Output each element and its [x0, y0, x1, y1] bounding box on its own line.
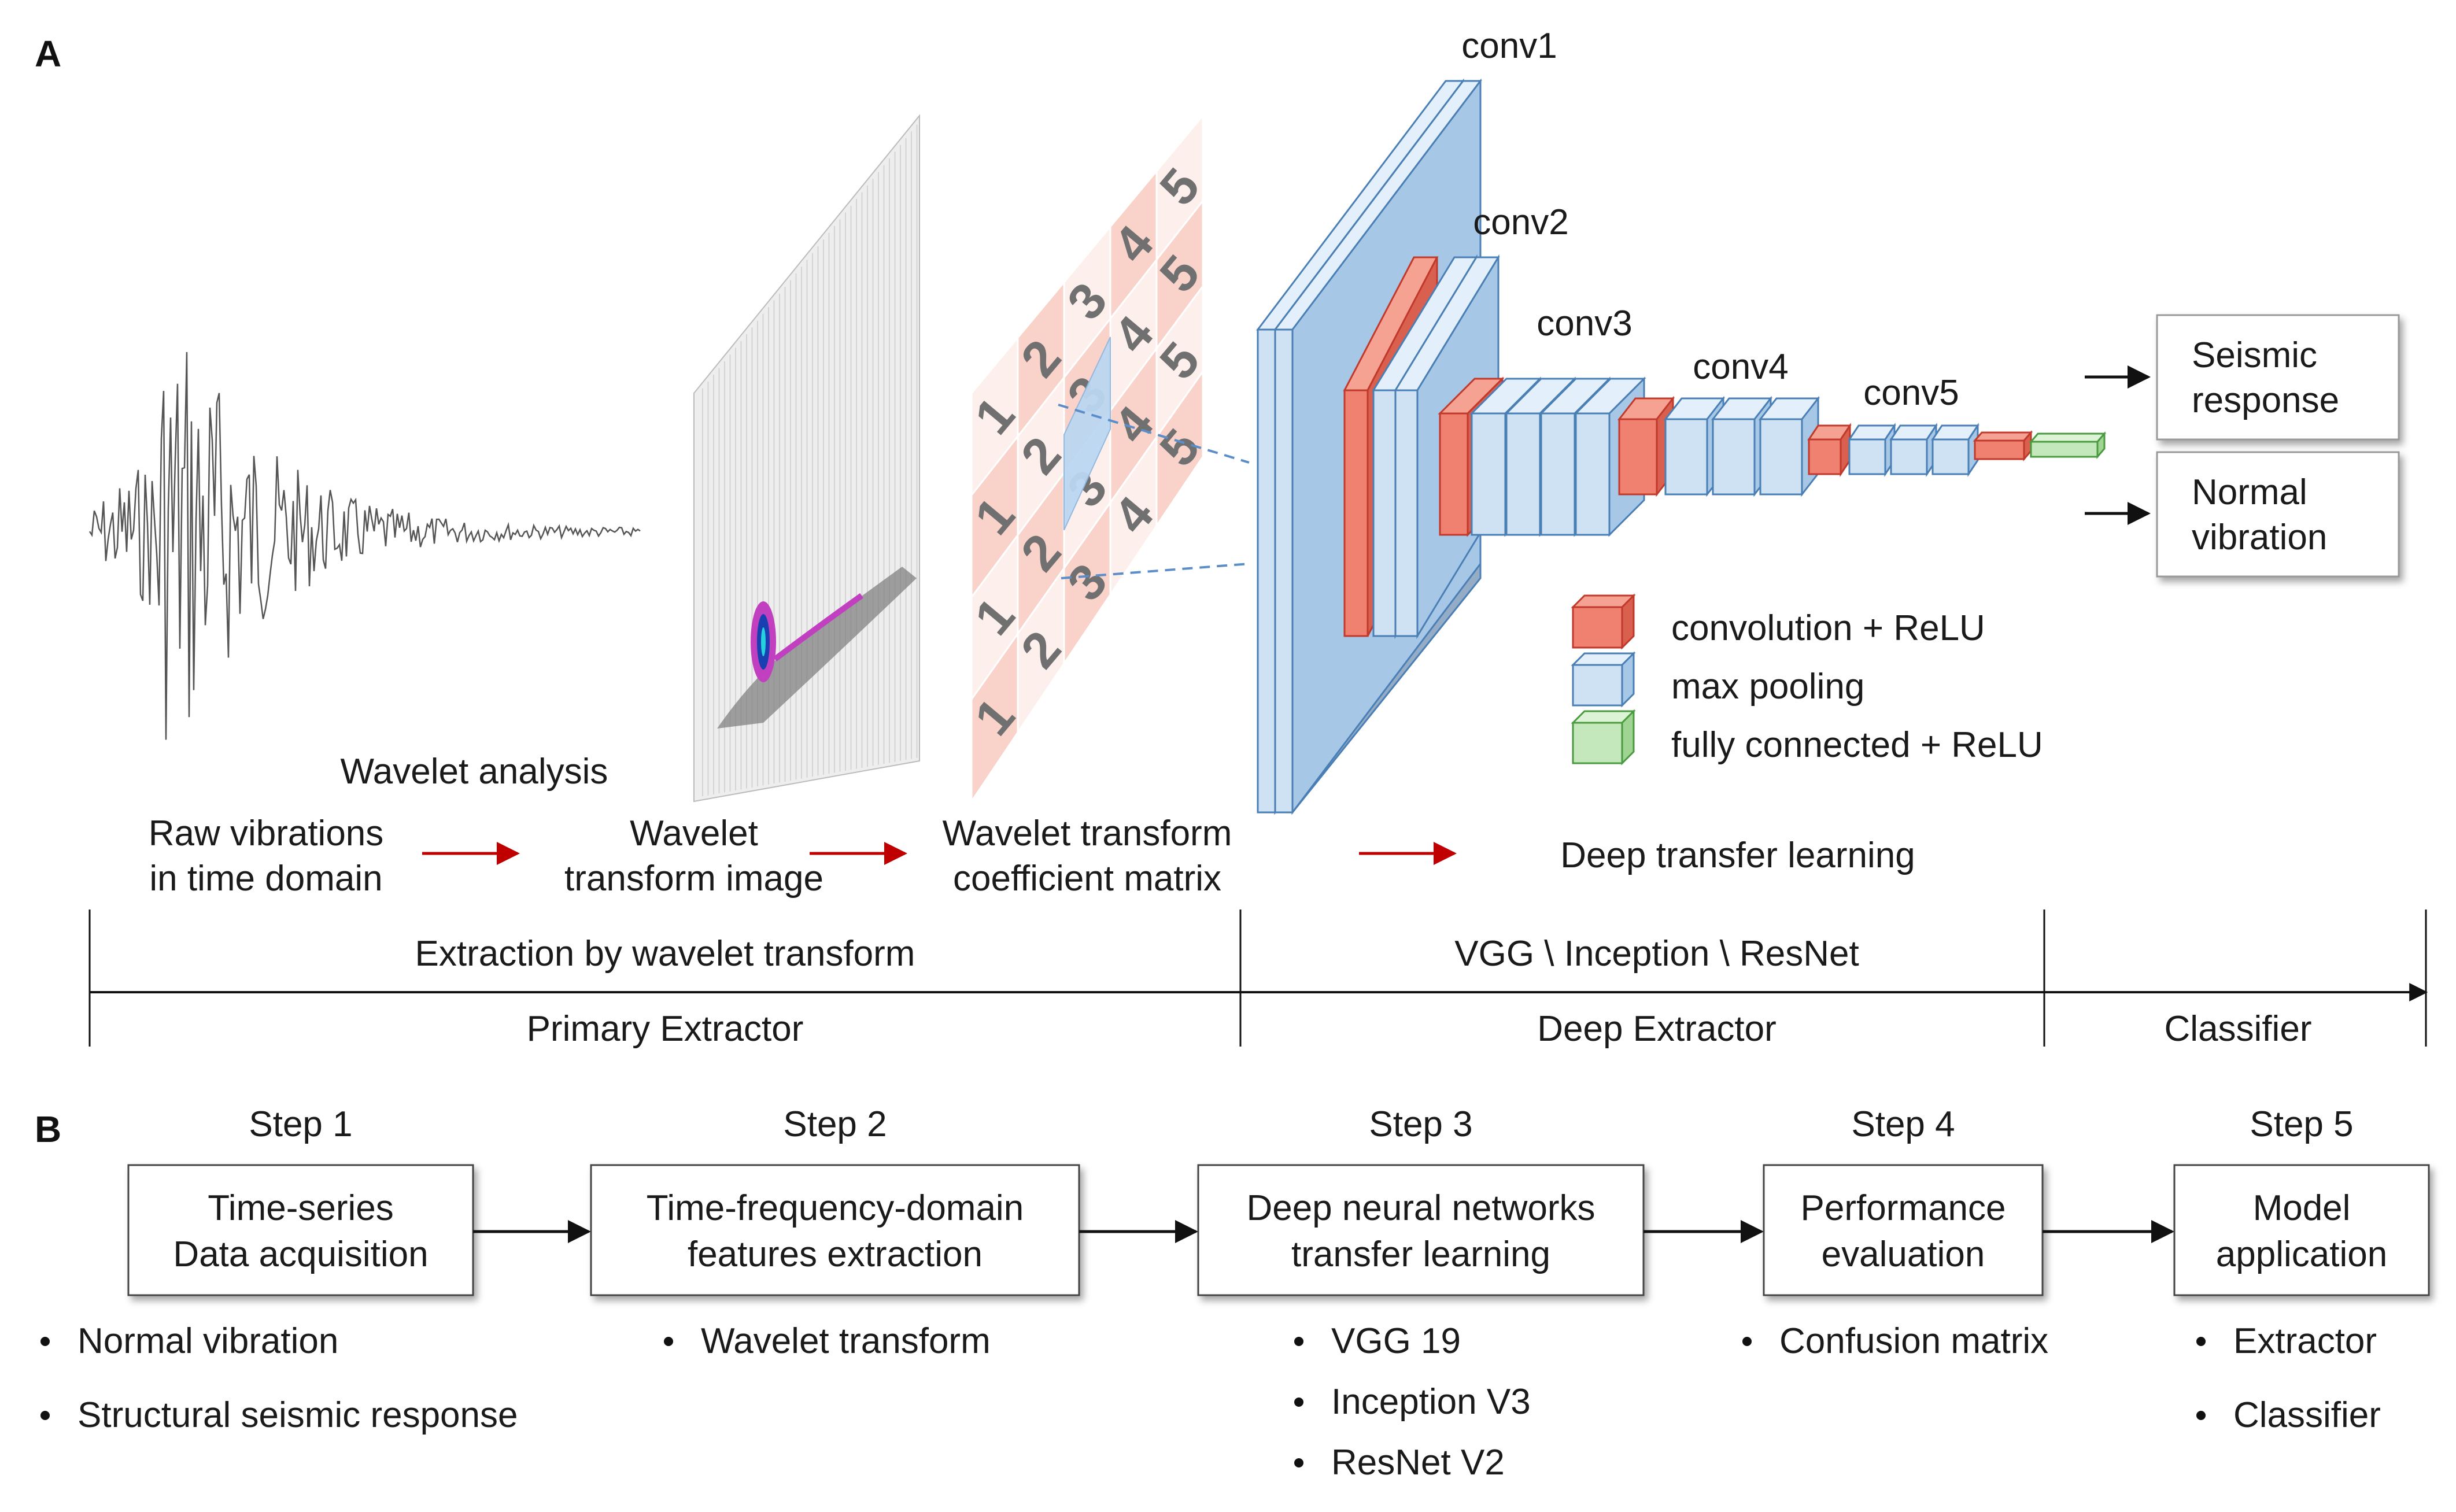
step-box [590, 1164, 1080, 1296]
bullet-dot [40, 1411, 50, 1420]
step-title-line1: Time-frequency-domain [647, 1188, 1024, 1228]
step-bullet: ResNet V2 [1331, 1443, 1505, 1483]
conv5-pool-3 [1931, 423, 1979, 477]
step-bullet: Normal vibration [77, 1321, 338, 1361]
step-3: Step 3 Deep neural networks transfer learn… [1197, 1104, 1764, 1483]
step-1: Step 1 Time-series Data acquisition Normal … [40, 1104, 591, 1435]
step-label: Step 3 [1369, 1104, 1472, 1144]
step-label: Step 1 [249, 1104, 352, 1144]
bullet-dot [1294, 1398, 1303, 1407]
conv3-label: conv3 [1537, 304, 1632, 343]
timeline-deep-label: Deep Extractor [1537, 1009, 1777, 1049]
panel-b-label: B [35, 1108, 61, 1150]
coefficient-matrix: 12345123451234512345 [963, 113, 1210, 804]
conv1-label: conv1 [1461, 26, 1557, 66]
workflow-steps: Step 1 Time-series Data acquisition Normal … [40, 1104, 2430, 1483]
bullet-dot [2196, 1337, 2206, 1346]
step-title-line1: Model [2253, 1188, 2351, 1228]
raw-vibration-waveform [88, 352, 641, 740]
timeline [88, 910, 2428, 1047]
wavelet-analysis-label: Wavelet analysis [341, 752, 608, 792]
output-normal-line2: vibration [2192, 517, 2327, 557]
output-seismic-response: Seismic response [2156, 314, 2400, 441]
receptive-field [1063, 337, 1111, 531]
step-bullet: Confusion matrix [1779, 1321, 2048, 1361]
conv5-pool-1 [1848, 423, 1896, 477]
legend-swatch-fc_relu [1571, 709, 1636, 766]
step-label: Step 4 [1851, 1104, 1955, 1144]
output-seismic-line2: response [2192, 380, 2339, 420]
fc-layer-1 [1973, 430, 2033, 462]
conv2-label: conv2 [1473, 202, 1568, 242]
timeline-extraction-label: Extraction by wavelet transform [415, 934, 915, 974]
timeline-classifier-label: Classifier [2165, 1009, 2312, 1049]
wavelet-transform-image [693, 114, 920, 803]
bullet-dot [664, 1337, 673, 1346]
cnn-architecture [1255, 78, 2107, 815]
output-seismic-line1: Seismic [2192, 335, 2317, 375]
wavelet-matrix-line1: Wavelet transform [943, 814, 1232, 853]
bullet-dot [2196, 1411, 2206, 1420]
legend-fc-relu: fully connected + ReLU [1671, 725, 2043, 765]
step-4: Step 4 Performance evaluation Confusion mat… [1742, 1104, 2174, 1361]
step-title-line2: transfer learning [1291, 1234, 1550, 1274]
step-bullet: Classifier [2233, 1395, 2381, 1435]
step-title-line2: Data acquisition [173, 1234, 428, 1274]
step-box [127, 1164, 474, 1296]
step-title-line2: features extraction [688, 1234, 983, 1274]
step-title-line2: application [2216, 1234, 2387, 1274]
step-label: Step 5 [2250, 1104, 2353, 1144]
matrix-cell [1155, 368, 1204, 529]
output-normal-line1: Normal [2192, 472, 2307, 512]
conv5-conv [1807, 423, 1852, 477]
step-box [1197, 1164, 1645, 1296]
deep-transfer-learning-label: Deep transfer learning [1560, 836, 1915, 875]
raw-vibrations-line1: Raw vibrations [149, 814, 384, 853]
step-title-line1: Time-series [208, 1188, 394, 1228]
projection-line-top [1058, 404, 1250, 464]
step-bullet: Wavelet transform [701, 1321, 991, 1361]
bullet-dot [1294, 1337, 1303, 1346]
step-2: Step 2 Time-frequency-domain features extr… [590, 1104, 1198, 1361]
wavelet-image-line1: Wavelet [630, 814, 758, 853]
bullet-dot [1742, 1337, 1752, 1346]
fc-layer-2 [2029, 431, 2107, 460]
timeline-primary-label: Primary Extractor [527, 1009, 804, 1049]
step-title-line1: Deep neural networks [1246, 1188, 1595, 1228]
step-title-line1: Performance [1801, 1188, 2006, 1228]
legend-swatch-conv_relu [1571, 593, 1636, 650]
conv5-label: conv5 [1863, 373, 1959, 413]
legend-conv-relu: convolution + ReLU [1671, 608, 1985, 648]
step-5: Step 5 Model application Extractor Classifie… [2173, 1104, 2430, 1435]
step-label: Step 2 [783, 1104, 887, 1144]
step-bullet: Extractor [2233, 1321, 2377, 1361]
bullet-dot [40, 1337, 50, 1346]
bullet-dot [1294, 1458, 1303, 1467]
legend-max-pooling: max pooling [1671, 667, 1864, 707]
output-normal-vibration: Normal vibration [2156, 451, 2400, 578]
legend [1571, 593, 1636, 766]
step-bullet: Inception V3 [1331, 1382, 1531, 1422]
step-title-line2: evaluation [1822, 1234, 1985, 1274]
conv4-label: conv4 [1693, 347, 1788, 387]
wavelet-image-line2: transform image [564, 859, 823, 899]
step-box [1763, 1164, 2044, 1296]
raw-vibrations-line2: in time domain [149, 859, 382, 899]
panel-a-label: A [35, 33, 61, 75]
step-box [2173, 1164, 2430, 1296]
step-bullet: VGG 19 [1331, 1321, 1461, 1361]
step-bullet: Structural seismic response [77, 1395, 518, 1435]
projection-line-bottom [1061, 563, 1250, 579]
legend-swatch-max_pooling [1571, 651, 1636, 708]
timeline-models-label: VGG \ Inception \ ResNet [1454, 934, 1859, 974]
wavelet-matrix-line2: coefficient matrix [953, 859, 1221, 899]
conv5-pool-2 [1889, 423, 1938, 477]
